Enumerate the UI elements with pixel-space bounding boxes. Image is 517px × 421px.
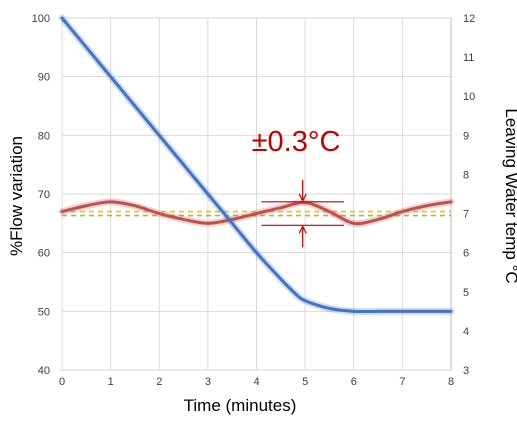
y-left-tick-label: 100 bbox=[32, 13, 50, 25]
y-left-tick-label: 50 bbox=[38, 306, 50, 318]
water-temp-series bbox=[60, 200, 453, 226]
x-tick-label: 0 bbox=[59, 376, 65, 388]
up-arrow-icon bbox=[298, 224, 307, 234]
x-tick-label: 3 bbox=[205, 376, 211, 388]
x-tick-label: 2 bbox=[156, 376, 162, 388]
left-axis-title: %Flow variation bbox=[7, 136, 26, 256]
y-right-tick-label: 9 bbox=[463, 130, 469, 142]
y-right-tick-label: 6 bbox=[463, 248, 469, 260]
y-left-tick-label: 90 bbox=[38, 72, 50, 84]
y-left-tick-label: 80 bbox=[38, 130, 50, 142]
y-right-tick-label: 11 bbox=[463, 52, 474, 64]
x-tick-label: 7 bbox=[399, 376, 405, 388]
y-right-tick-label: 7 bbox=[463, 209, 469, 221]
down-arrow-icon bbox=[298, 193, 307, 203]
x-tick-label: 8 bbox=[448, 376, 454, 388]
x-tick-label: 1 bbox=[108, 376, 114, 388]
x-tick-label: 6 bbox=[351, 376, 357, 388]
flow-variation-series bbox=[60, 16, 453, 314]
tolerance-annotation: ±0.3°C bbox=[252, 126, 341, 158]
x-tick-label: 5 bbox=[302, 376, 308, 388]
y-right-tick-label: 10 bbox=[463, 91, 475, 103]
x-axis-title: Time (minutes) bbox=[184, 396, 297, 415]
y-right-tick-label: 12 bbox=[463, 13, 475, 25]
right-axis-title: Leaving Water temp °C bbox=[502, 108, 517, 283]
y-right-tick-label: 8 bbox=[463, 169, 469, 181]
y-right-tick-label: 5 bbox=[463, 287, 469, 299]
y-left-tick-label: 40 bbox=[38, 365, 50, 377]
y-left-tick-label: 70 bbox=[38, 189, 50, 201]
y-right-tick-label: 3 bbox=[463, 365, 469, 377]
x-tick-label: 4 bbox=[253, 376, 259, 388]
y-left-tick-label: 60 bbox=[38, 248, 50, 260]
y-right-tick-label: 4 bbox=[463, 326, 469, 338]
